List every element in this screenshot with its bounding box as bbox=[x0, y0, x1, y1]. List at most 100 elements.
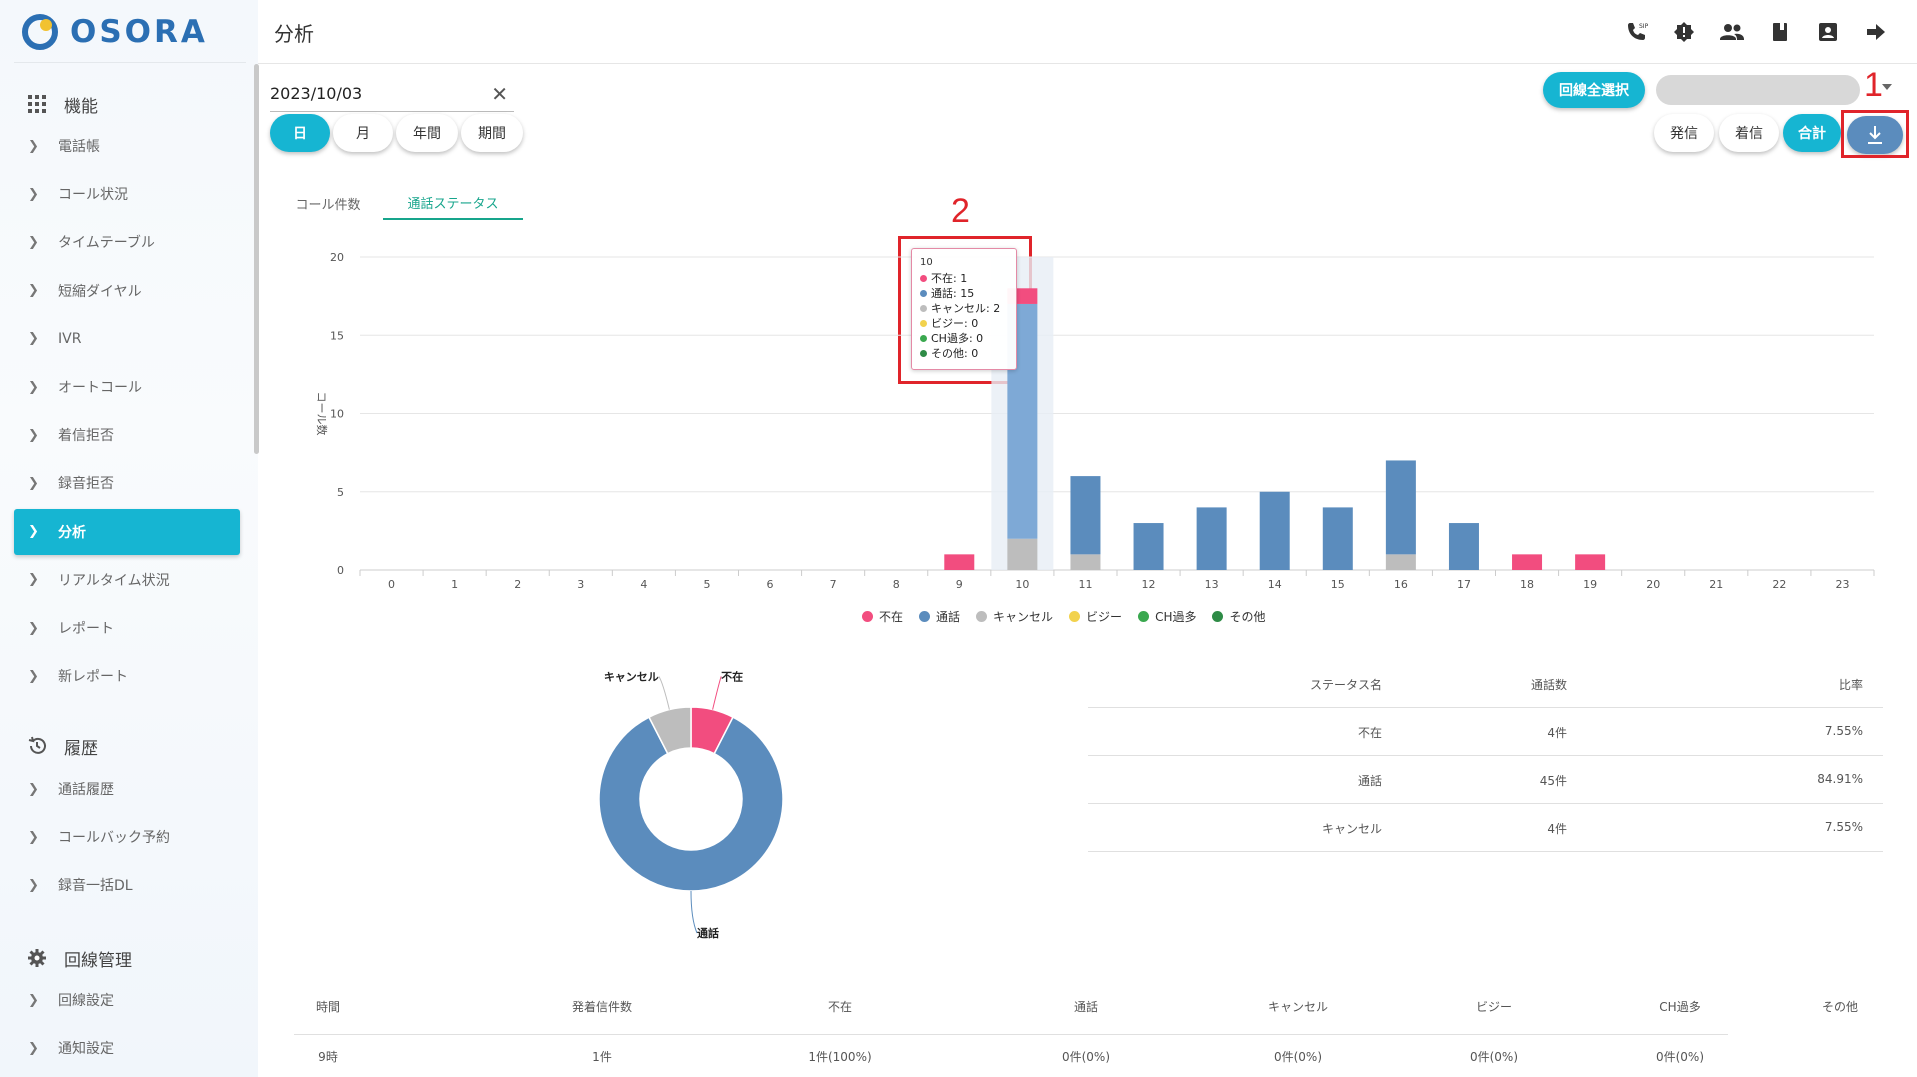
sidebar-item[interactable]: ❯ リアルタイム状況 bbox=[14, 557, 240, 603]
sidebar-item[interactable]: ❯ 着信拒否 bbox=[14, 412, 240, 458]
tooltip-text: 不在: 1 bbox=[931, 272, 968, 285]
bar-segment[interactable] bbox=[1385, 460, 1416, 555]
bar-segment[interactable] bbox=[1070, 476, 1101, 555]
sidebar-item-label: IVR bbox=[58, 330, 82, 347]
sip-phone-icon[interactable]: SIP bbox=[1622, 18, 1650, 46]
brand-logo[interactable]: OSORA bbox=[20, 12, 208, 52]
tooltip-line: その他: 0 bbox=[920, 346, 1008, 361]
select-all-lines-button[interactable]: 回線全選択 bbox=[1543, 72, 1645, 108]
chevron-right-icon: ❯ bbox=[28, 992, 39, 1008]
chevron-right-icon: ❯ bbox=[28, 1040, 39, 1056]
tooltip-text: 通話: 15 bbox=[931, 287, 975, 300]
sidebar-item[interactable]: ❯ 分析 bbox=[14, 508, 240, 555]
legend-item[interactable]: ビジー bbox=[1069, 608, 1122, 625]
sidebar-item[interactable]: ❯ 録音一括DL bbox=[14, 862, 240, 908]
table-row: キャンセル 4件 7.55% bbox=[1088, 804, 1883, 852]
table-cell: 0件(0%) bbox=[1273, 1050, 1323, 1064]
tab-call-count[interactable]: コール件数 bbox=[295, 197, 361, 213]
legend-item[interactable]: 通話 bbox=[919, 608, 960, 625]
sidebar-item[interactable]: ❯ 通知設定 bbox=[14, 1025, 240, 1071]
period-year-button[interactable]: 年間 bbox=[396, 114, 458, 152]
sidebar-item-label: 録音拒否 bbox=[58, 476, 114, 493]
bar-segment[interactable] bbox=[1385, 554, 1416, 570]
legend-item[interactable]: その他 bbox=[1212, 608, 1265, 625]
sidebar-item-label: 着信拒否 bbox=[58, 428, 114, 445]
logout-icon[interactable] bbox=[1862, 18, 1890, 46]
sidebar-item[interactable]: ❯ 通話履歴 bbox=[14, 766, 240, 812]
sidebar-scrollbar[interactable] bbox=[254, 64, 259, 454]
line-select-dropdown[interactable] bbox=[1656, 75, 1860, 105]
bar-segment[interactable] bbox=[1133, 523, 1164, 570]
period-day-button[interactable]: 日 bbox=[270, 114, 330, 152]
tooltip-title: 10 bbox=[920, 257, 933, 268]
legend-label: 通話 bbox=[936, 610, 961, 624]
sidebar-item-label: タイムテーブル bbox=[58, 235, 155, 252]
sidebar-item[interactable]: ❯ 録音拒否 bbox=[14, 460, 240, 506]
legend-item[interactable]: キャンセル bbox=[976, 608, 1053, 625]
table-row: 不在 4件 7.55% bbox=[1088, 708, 1883, 756]
total-button[interactable]: 合計 bbox=[1783, 114, 1841, 152]
sidebar-item[interactable]: ❯ 回線設定 bbox=[14, 977, 240, 1023]
sidebar-item-label: 分析 bbox=[58, 524, 86, 541]
alert-icon[interactable] bbox=[1670, 18, 1698, 46]
donut-slice[interactable] bbox=[598, 716, 784, 892]
sidebar-item[interactable]: ❯ コールバック予約 bbox=[14, 814, 240, 860]
legend-dot bbox=[919, 611, 931, 622]
sidebar-item[interactable]: ❯ 電話帳 bbox=[14, 123, 240, 169]
bar-segment[interactable] bbox=[1070, 554, 1101, 570]
legend-dot bbox=[1138, 611, 1150, 622]
bar-segment[interactable] bbox=[944, 554, 975, 570]
sidebar-item[interactable]: ❯ タイムテーブル bbox=[14, 219, 240, 265]
legend-item[interactable]: 不在 bbox=[862, 608, 903, 625]
x-tick-label: 17 bbox=[1457, 578, 1471, 591]
legend-dot bbox=[976, 611, 988, 622]
sidebar-item[interactable]: ❯ レポート bbox=[14, 605, 240, 651]
donut-leader-line bbox=[712, 676, 722, 710]
sidebar-item-label: レポート bbox=[58, 621, 114, 637]
sidebar-item[interactable]: ❯ 新レポート bbox=[14, 653, 240, 699]
download-button[interactable] bbox=[1847, 116, 1903, 154]
sidebar-item-label: オートコール bbox=[58, 380, 142, 396]
bar-segment[interactable] bbox=[1448, 523, 1479, 570]
table-cell: 45件 bbox=[1539, 774, 1567, 788]
brand-name: OSORA bbox=[70, 14, 208, 50]
table-cell: 4件 bbox=[1547, 726, 1567, 740]
bar-segment[interactable] bbox=[1322, 507, 1353, 570]
sidebar-item-label: 回線設定 bbox=[58, 993, 114, 1009]
table-cell: 0件(0%) bbox=[1655, 1050, 1705, 1064]
table-cell: 0件(0%) bbox=[1061, 1050, 1111, 1064]
x-tick-label: 14 bbox=[1268, 578, 1282, 591]
outgoing-button[interactable]: 発信 bbox=[1654, 114, 1714, 152]
sidebar-item[interactable]: ❯ コール状況 bbox=[14, 171, 240, 217]
section-title: 機能 bbox=[64, 96, 98, 117]
column-header: 時間 bbox=[315, 1000, 341, 1014]
sidebar-item[interactable]: ❯ オートコール bbox=[14, 364, 240, 410]
donut-slice[interactable] bbox=[647, 706, 692, 755]
bar-segment[interactable] bbox=[1196, 507, 1227, 570]
contact-icon[interactable] bbox=[1814, 18, 1842, 46]
incoming-button[interactable]: 着信 bbox=[1719, 114, 1779, 152]
period-month-button[interactable]: 月 bbox=[333, 114, 393, 152]
date-input[interactable]: 2023/10/03 ✕ bbox=[270, 80, 514, 112]
dropdown-arrow-icon[interactable] bbox=[1882, 84, 1892, 90]
legend-item[interactable]: CH過多 bbox=[1138, 608, 1196, 625]
legend-label: その他 bbox=[1229, 610, 1266, 624]
tooltip-text: その他: 0 bbox=[931, 347, 979, 360]
bar-segment[interactable] bbox=[1007, 538, 1038, 570]
book-icon[interactable] bbox=[1766, 18, 1794, 46]
sidebar-item[interactable]: ❯ IVR bbox=[14, 316, 240, 362]
bar-segment[interactable] bbox=[1575, 554, 1606, 570]
x-tick-label: 10 bbox=[1015, 578, 1029, 591]
tab-call-status[interactable]: 通話ステータス bbox=[383, 186, 523, 220]
period-range-button[interactable]: 期間 bbox=[461, 114, 523, 152]
section-title: 履歴 bbox=[64, 738, 98, 759]
x-tick-label: 3 bbox=[577, 578, 584, 591]
sidebar-item-label: 新レポート bbox=[58, 669, 128, 686]
sidebar-item[interactable]: ❯ 短縮ダイヤル bbox=[14, 268, 240, 314]
users-icon[interactable] bbox=[1718, 18, 1746, 46]
bar-segment[interactable] bbox=[1512, 554, 1543, 570]
bar-segment[interactable] bbox=[1259, 491, 1290, 570]
clear-date-icon[interactable]: ✕ bbox=[491, 82, 508, 106]
